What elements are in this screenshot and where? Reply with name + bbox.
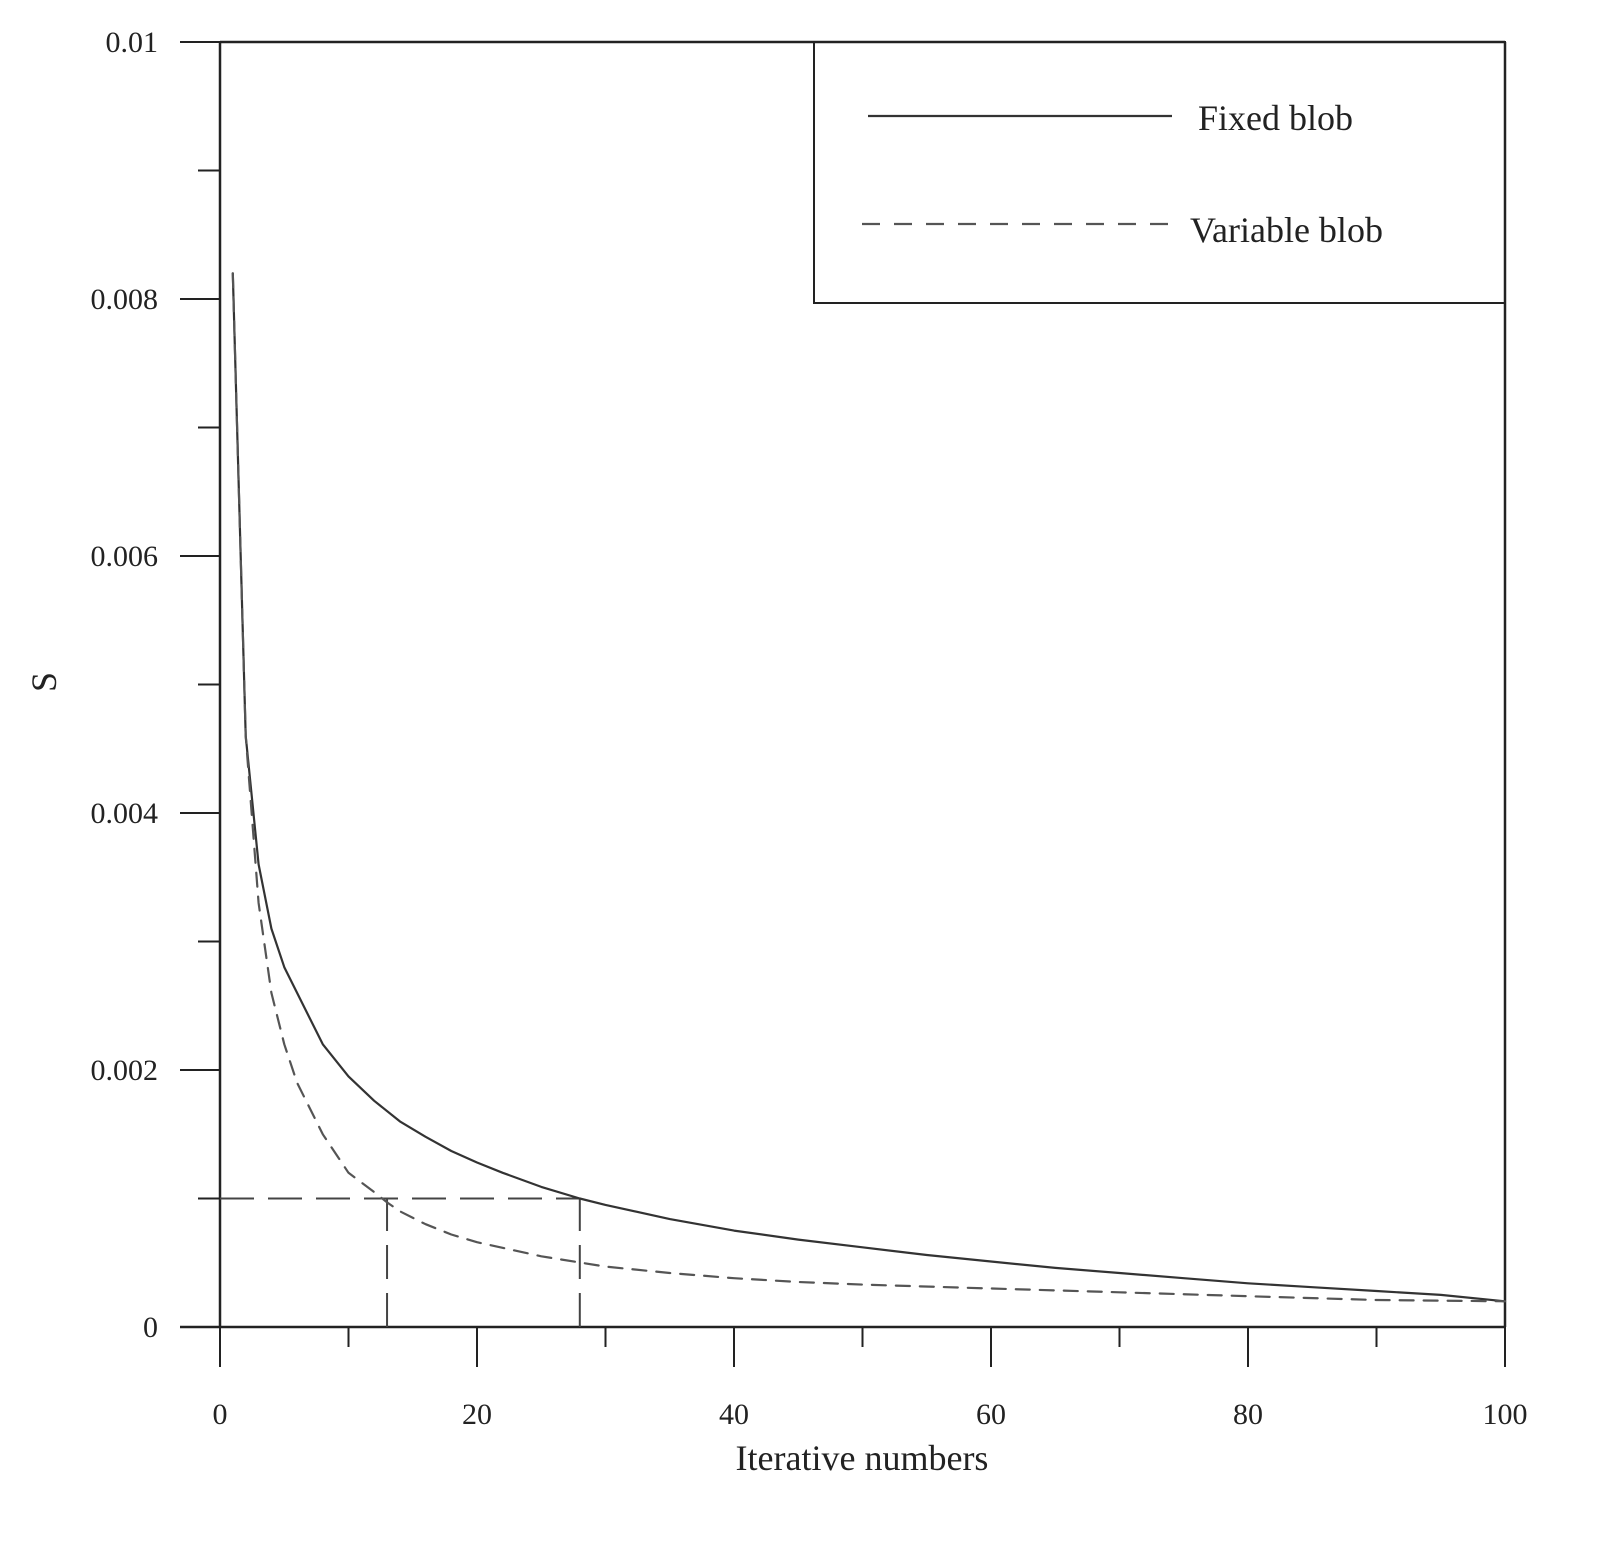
x-axis-label: Iterative numbers [736, 1438, 989, 1478]
y-tick-label: 0.008 [91, 283, 159, 316]
y-tick-label: 0.01 [106, 26, 159, 59]
series-group [231, 272, 1507, 1303]
y-tick-label: 0 [143, 1311, 158, 1344]
guide-lines [220, 1197, 581, 1327]
y-tick-label: 0.006 [91, 540, 159, 573]
x-tick-label: 80 [1233, 1398, 1263, 1431]
x-axis-ticks: 0 20 40 60 80 100 [213, 1327, 1528, 1431]
legend-box [813, 41, 1506, 304]
y-tick-label: 0.002 [91, 1054, 159, 1087]
legend-label-fixed-blob: Fixed blob [1198, 98, 1353, 138]
x-tick-label: 60 [976, 1398, 1006, 1431]
y-tick-label: 0.004 [91, 797, 159, 830]
x-tick-label: 20 [462, 1398, 492, 1431]
x-tick-label: 40 [719, 1398, 749, 1431]
x-tick-label: 0 [213, 1398, 228, 1431]
series-line-variable-blob [231, 272, 1507, 1303]
y-axis-label: S [24, 672, 64, 692]
y-axis-ticks: 0 0.002 0.004 0.006 0.008 0.01 [91, 26, 220, 1344]
legend: Fixed blob Variable blob [813, 41, 1506, 304]
x-tick-label: 100 [1483, 1398, 1528, 1431]
legend-label-variable-blob: Variable blob [1190, 210, 1383, 250]
series-line-fixed-blob [231, 272, 1507, 1303]
